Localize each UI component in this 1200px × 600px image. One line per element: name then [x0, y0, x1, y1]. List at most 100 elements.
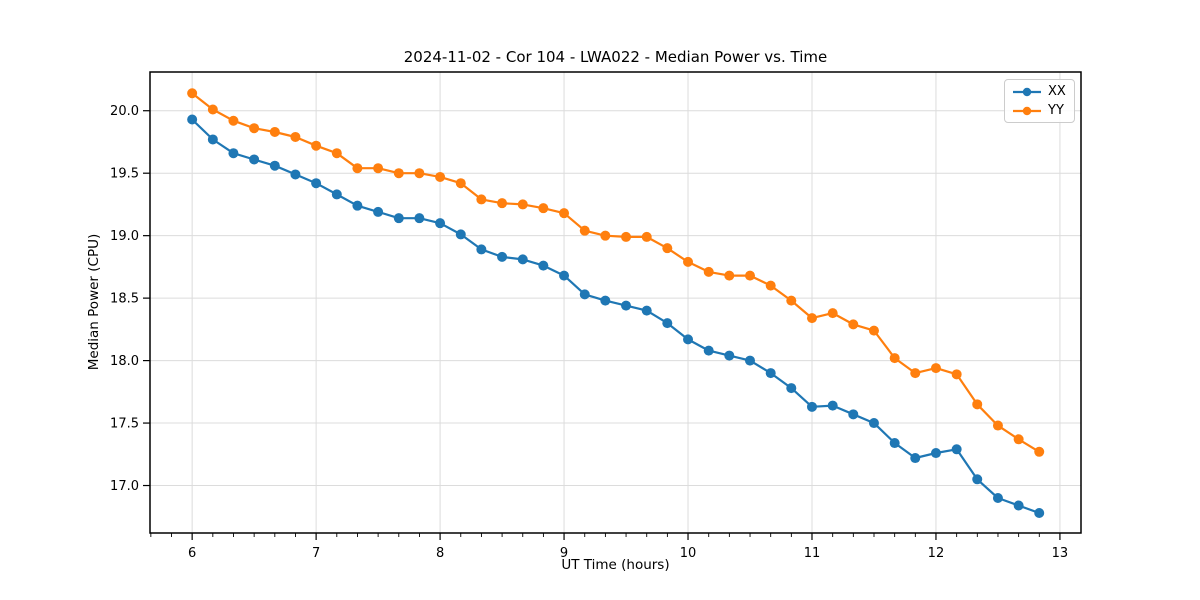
data-point	[538, 203, 549, 214]
data-point	[662, 243, 673, 254]
data-point	[228, 115, 239, 126]
series-yy	[187, 88, 1045, 457]
legend-swatch-yy-icon	[1013, 106, 1041, 115]
data-point	[373, 163, 384, 174]
x-axis-label: UT Time (hours)	[561, 557, 670, 573]
data-point	[249, 123, 260, 134]
data-point	[579, 225, 590, 236]
plot-border	[149, 71, 1082, 534]
data-point	[600, 295, 611, 306]
data-point	[1034, 446, 1045, 457]
y-tick-label: 19.0	[110, 229, 139, 244]
data-point	[187, 88, 198, 99]
data-point	[930, 363, 941, 374]
data-point	[930, 448, 941, 459]
x-tick-label: 9	[560, 546, 568, 561]
x-tick-label: 11	[804, 546, 821, 561]
data-point	[1013, 434, 1024, 445]
data-point	[559, 270, 570, 281]
data-point	[517, 254, 528, 265]
y-tick-label: 19.5	[110, 167, 139, 182]
data-point	[641, 305, 652, 316]
data-point	[352, 200, 363, 211]
x-tick-label: 12	[928, 546, 945, 561]
y-tick-label: 20.0	[110, 104, 139, 119]
data-point	[848, 409, 859, 420]
data-point	[889, 438, 900, 449]
series-line-xx	[191, 118, 1040, 515]
data-point	[269, 160, 280, 171]
legend-item-xx: XX	[1012, 84, 1067, 99]
data-point	[972, 474, 983, 485]
legend-label-xx: XX	[1048, 84, 1066, 99]
data-point	[497, 251, 508, 262]
data-point	[600, 230, 611, 241]
data-point	[228, 148, 239, 159]
data-point	[290, 169, 301, 180]
data-point	[992, 420, 1003, 431]
data-point	[745, 355, 756, 366]
data-point	[765, 280, 776, 291]
x-axis: 6 7 8 9 10 11 12 13	[150, 533, 1069, 561]
data-point	[187, 114, 198, 125]
chart-title: 2024-11-02 - Cor 104 - LWA022 - Median P…	[403, 48, 828, 66]
data-point	[455, 229, 466, 240]
series-xx	[187, 114, 1045, 519]
data-point	[476, 194, 487, 205]
data-point	[414, 213, 425, 224]
data-point	[827, 400, 838, 411]
data-point	[662, 318, 673, 329]
data-point	[786, 295, 797, 306]
data-point	[910, 368, 921, 379]
data-point	[517, 199, 528, 210]
data-point	[393, 213, 404, 224]
data-point	[765, 368, 776, 379]
data-point	[1013, 500, 1024, 511]
data-point	[207, 134, 218, 145]
x-tick-label: 6	[188, 546, 196, 561]
data-point	[827, 308, 838, 319]
data-point	[559, 208, 570, 219]
y-axis: 17.0 17.5 18.0 18.5 19.0 19.5 20.0	[110, 104, 150, 494]
x-tick-label: 10	[680, 546, 697, 561]
data-point	[848, 319, 859, 330]
data-point	[621, 300, 632, 311]
y-tick-label: 17.5	[110, 417, 139, 432]
data-point	[414, 168, 425, 179]
legend-label-yy: YY	[1048, 103, 1064, 118]
y-tick-label: 17.0	[110, 479, 139, 494]
data-point	[703, 266, 714, 277]
data-point	[373, 206, 384, 217]
data-point	[868, 418, 879, 429]
data-point	[579, 289, 590, 300]
y-tick-label: 18.5	[110, 292, 139, 307]
x-tick-label: 7	[312, 546, 320, 561]
data-point	[806, 313, 817, 324]
data-point	[683, 256, 694, 267]
data-point	[455, 178, 466, 189]
data-point	[868, 325, 879, 336]
data-point	[806, 401, 817, 412]
data-point	[724, 270, 735, 281]
data-point	[538, 260, 549, 271]
y-tick-label: 18.0	[110, 354, 139, 369]
data-point	[497, 198, 508, 209]
data-point	[951, 444, 962, 455]
data-point	[786, 383, 797, 394]
data-point	[724, 350, 735, 361]
x-tick-label: 13	[1052, 546, 1069, 561]
data-point	[972, 399, 983, 410]
data-point	[889, 353, 900, 364]
data-point	[621, 231, 632, 242]
data-point	[290, 131, 301, 142]
data-point	[703, 345, 714, 356]
legend-item-yy: YY	[1012, 103, 1067, 118]
data-point	[352, 163, 363, 174]
data-point	[435, 218, 446, 229]
legend-swatch-xx-icon	[1013, 87, 1041, 96]
data-point	[476, 244, 487, 255]
data-point	[269, 126, 280, 137]
data-point	[1034, 508, 1045, 519]
data-point	[951, 369, 962, 380]
